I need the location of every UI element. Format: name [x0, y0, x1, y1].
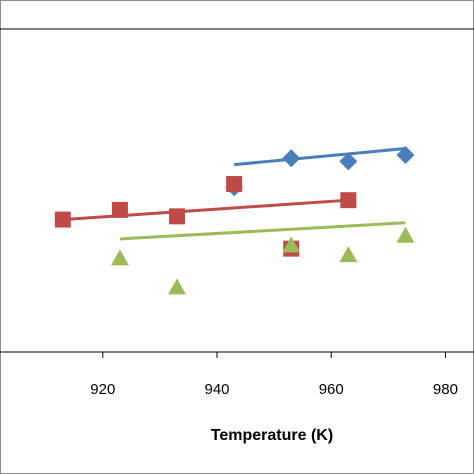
x-tick-label: 920	[90, 381, 115, 398]
series-1-diamond-point	[282, 149, 301, 168]
series-1-trendline	[234, 147, 406, 167]
x-axis-ticks: 920 940 960 980	[90, 352, 458, 398]
series-2-square-point	[340, 192, 357, 209]
series-3-triangle-point	[282, 236, 301, 253]
series-2-square-point	[226, 176, 243, 193]
series-2-square-point	[169, 208, 186, 225]
x-tick-label: 940	[204, 381, 229, 398]
series-2-square-point	[54, 211, 71, 228]
trendlines	[62, 147, 406, 241]
series-3-triangle-point	[339, 246, 358, 263]
series-2-square-point	[111, 201, 128, 218]
x-tick-label: 960	[319, 381, 344, 398]
series-3-triangle-point	[110, 249, 129, 266]
series-1-diamond-point	[396, 145, 415, 164]
series-3-triangle-point	[168, 278, 187, 295]
series-2-trendline	[62, 198, 349, 222]
series-1-diamond-point	[339, 152, 358, 171]
data-points	[54, 145, 415, 295]
x-axis-title: Temperature (K)	[211, 427, 333, 444]
x-tick-label: 980	[433, 381, 458, 398]
series-3-trendline	[119, 221, 406, 241]
series-3-triangle-point	[396, 226, 415, 243]
